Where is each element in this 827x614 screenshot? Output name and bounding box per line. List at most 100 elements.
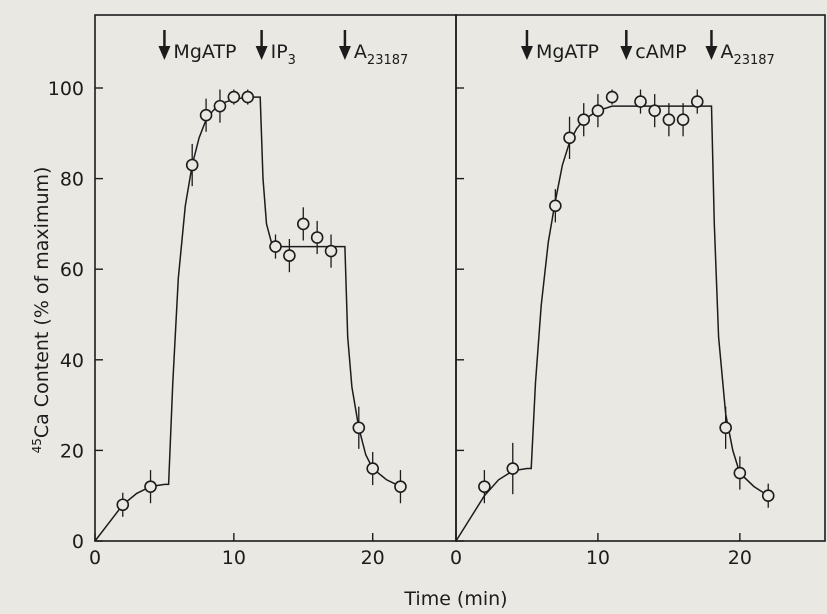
data-point bbox=[296, 207, 310, 241]
plot-frame bbox=[94, 14, 457, 542]
data-marker bbox=[199, 108, 213, 122]
data-marker bbox=[144, 480, 157, 493]
arrow-head-icon bbox=[620, 46, 633, 60]
annotation-label: IP3 bbox=[271, 41, 296, 68]
treatment-annotation: A23187 bbox=[705, 30, 775, 68]
data-marker bbox=[324, 244, 338, 258]
data-point bbox=[676, 103, 690, 137]
x-tick-label: 10 bbox=[222, 547, 246, 569]
data-marker bbox=[213, 99, 227, 113]
data-point bbox=[283, 239, 296, 273]
data-marker bbox=[648, 104, 661, 117]
data-point bbox=[394, 470, 407, 504]
data-marker bbox=[296, 217, 310, 231]
data-point bbox=[116, 492, 130, 517]
annotation-label: MgATP bbox=[173, 41, 236, 63]
data-marker bbox=[352, 421, 366, 435]
annotation-subscript: 3 bbox=[288, 53, 296, 68]
y-tick-label: 100 bbox=[48, 78, 84, 100]
data-marker bbox=[605, 90, 619, 104]
y-tick-label: 60 bbox=[60, 259, 84, 281]
arrow-head-icon bbox=[255, 46, 268, 60]
treatment-annotation: IP3 bbox=[255, 30, 296, 68]
y-axis-label-text: Ca Content (% of maximum) bbox=[31, 167, 53, 439]
data-point bbox=[310, 220, 324, 255]
data-point bbox=[719, 406, 732, 449]
annotation-subscript: 23187 bbox=[367, 53, 408, 68]
data-point bbox=[366, 451, 379, 486]
left-panel: 0 10 20 0 20 40 60 80 100 MgATP IP3 A23187 bbox=[48, 14, 457, 569]
y-tick-label: 80 bbox=[60, 169, 84, 191]
data-point bbox=[648, 94, 661, 128]
data-point bbox=[227, 89, 241, 105]
x-tick-label: 20 bbox=[728, 547, 752, 569]
data-marker bbox=[185, 158, 199, 172]
data-point bbox=[605, 89, 619, 105]
treatment-annotation: A23187 bbox=[338, 30, 408, 68]
data-point bbox=[577, 103, 591, 137]
plot-frame bbox=[455, 14, 826, 542]
arrow-head-icon bbox=[520, 46, 533, 60]
y-axis-label-superscript: 45 bbox=[30, 438, 44, 453]
data-marker bbox=[634, 95, 647, 108]
treatment-annotation: cAMP bbox=[620, 30, 687, 63]
data-point bbox=[506, 442, 520, 495]
fitted-curve bbox=[94, 96, 401, 542]
annotation-label: A23187 bbox=[720, 41, 774, 68]
data-point bbox=[144, 470, 157, 504]
data-point bbox=[733, 456, 747, 490]
data-marker bbox=[227, 90, 241, 104]
data-point bbox=[662, 103, 676, 137]
treatment-annotation: MgATP bbox=[520, 30, 599, 63]
data-marker bbox=[366, 462, 379, 475]
data-point bbox=[352, 406, 366, 449]
annotation-label: MgATP bbox=[536, 41, 599, 63]
data-point bbox=[324, 234, 338, 268]
right-panel: 0 10 20 MgATP cAMP A23187 bbox=[450, 14, 826, 569]
y-tick-label: 20 bbox=[60, 440, 84, 462]
y-axis-label: 45Ca Content (% of maximum) bbox=[30, 167, 53, 454]
data-marker bbox=[761, 489, 775, 503]
data-point bbox=[199, 98, 213, 132]
data-point bbox=[634, 89, 647, 114]
data-marker bbox=[591, 104, 605, 117]
x-tick-label: 0 bbox=[450, 547, 462, 569]
data-marker bbox=[310, 231, 324, 244]
data-point bbox=[213, 89, 227, 123]
data-marker bbox=[116, 498, 130, 512]
data-marker bbox=[549, 199, 562, 213]
data-point bbox=[269, 234, 282, 259]
data-point bbox=[761, 483, 775, 508]
x-tick-label: 10 bbox=[586, 547, 610, 569]
x-axis-label: Time (min) bbox=[403, 588, 507, 610]
data-marker bbox=[662, 113, 676, 127]
arrow-head-icon bbox=[338, 46, 351, 60]
data-point bbox=[478, 470, 491, 504]
data-marker bbox=[506, 462, 520, 475]
annotation-label: cAMP bbox=[635, 41, 686, 63]
data-point bbox=[563, 116, 576, 159]
data-point bbox=[185, 143, 199, 187]
treatment-annotation: MgATP bbox=[158, 30, 236, 63]
x-tick-label: 0 bbox=[89, 547, 101, 569]
data-marker bbox=[283, 249, 296, 262]
x-tick-label: 20 bbox=[361, 547, 385, 569]
data-marker bbox=[690, 95, 704, 108]
arrow-head-icon bbox=[705, 46, 718, 60]
data-marker bbox=[394, 480, 407, 493]
arrow-head-icon bbox=[158, 46, 171, 60]
data-point bbox=[591, 94, 605, 128]
data-marker bbox=[478, 480, 491, 493]
y-tick-label: 0 bbox=[72, 531, 84, 553]
y-tick-label: 40 bbox=[60, 350, 84, 372]
annotation-subscript: 23187 bbox=[733, 53, 774, 68]
data-point bbox=[690, 89, 704, 114]
data-marker bbox=[676, 113, 690, 127]
fitted-curve bbox=[455, 105, 769, 542]
data-point bbox=[241, 89, 255, 105]
data-point bbox=[549, 189, 562, 223]
data-marker bbox=[733, 466, 747, 480]
data-marker bbox=[577, 113, 591, 127]
annotation-label: A23187 bbox=[354, 41, 408, 68]
